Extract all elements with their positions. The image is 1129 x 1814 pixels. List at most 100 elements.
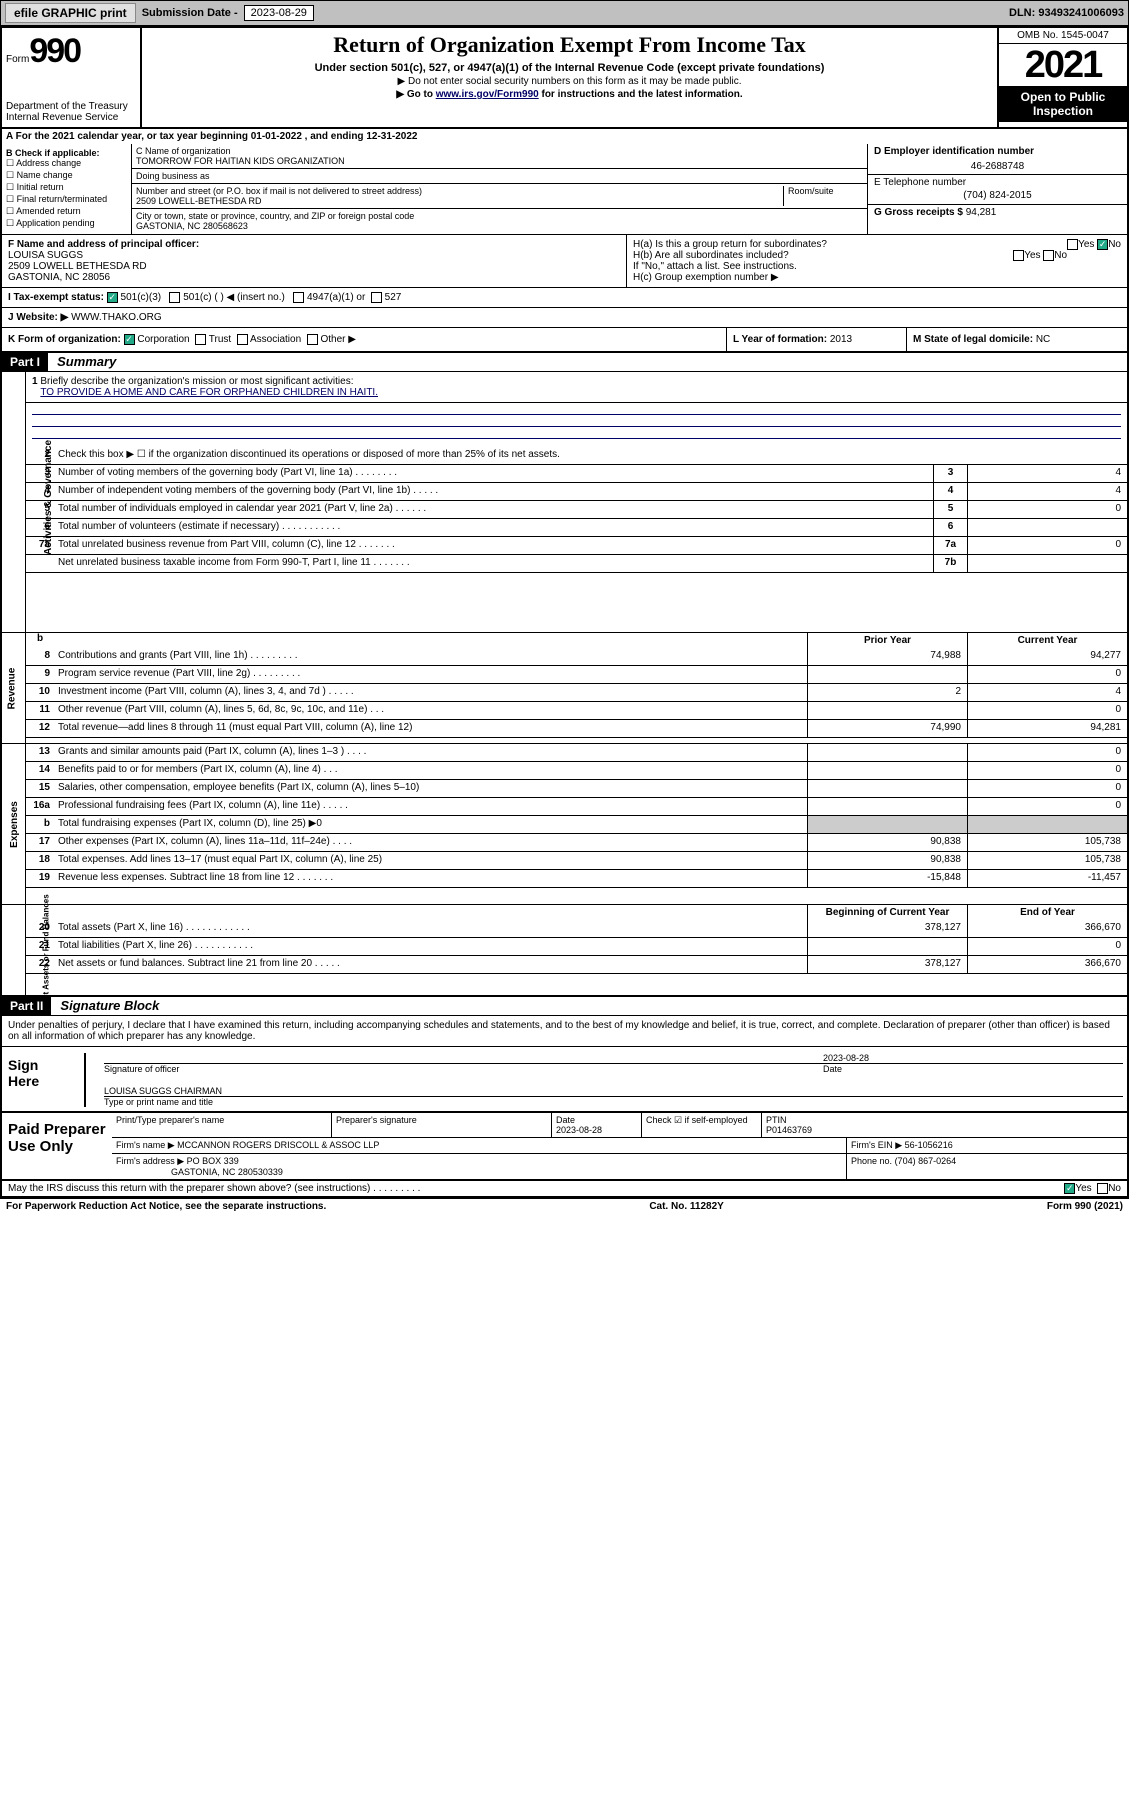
k-label: K Form of organization: xyxy=(8,334,121,345)
cat-no: Cat. No. 11282Y xyxy=(649,1201,723,1212)
dept-treasury: Department of the Treasury xyxy=(6,101,136,112)
k-trust[interactable] xyxy=(195,334,206,345)
k-other[interactable] xyxy=(307,334,318,345)
k-corp[interactable]: ✓ xyxy=(124,334,135,345)
hc-label: H(c) Group exemption number ▶ xyxy=(633,272,1121,283)
hb-yes[interactable] xyxy=(1013,250,1024,261)
year-formation: 2013 xyxy=(830,334,852,345)
top-bar: efile GRAPHIC print Submission Date - 20… xyxy=(0,0,1129,26)
g-label: G Gross receipts $ xyxy=(874,207,963,218)
paid-preparer-label: Paid Preparer Use Only xyxy=(2,1113,112,1179)
ck-amended[interactable]: ☐ Amended return xyxy=(6,206,127,217)
i-501c[interactable] xyxy=(169,292,180,303)
e-label: E Telephone number xyxy=(874,177,1121,188)
efile-print-button[interactable]: efile GRAPHIC print xyxy=(5,3,136,23)
irs-label: Internal Revenue Service xyxy=(6,112,136,123)
vtab-rev: Revenue xyxy=(6,668,17,710)
i-527[interactable] xyxy=(371,292,382,303)
officer-addr1: 2509 LOWELL BETHESDA RD xyxy=(8,261,620,272)
ck-address[interactable]: ☐ Address change xyxy=(6,158,127,169)
date-label: Date xyxy=(823,1064,1123,1074)
ssn-note: ▶ Do not enter social security numbers o… xyxy=(150,76,989,87)
prep-date: 2023-08-28 xyxy=(556,1125,602,1135)
open-public: Open to Public Inspection xyxy=(999,86,1127,122)
dln: DLN: 93493241006093 xyxy=(1009,7,1124,19)
website-value: WWW.THAKO.ORG xyxy=(71,312,162,323)
col-prior: Prior Year xyxy=(807,633,967,648)
firm-ein: 56-1056216 xyxy=(905,1140,953,1150)
ha-no[interactable]: ✓ xyxy=(1097,239,1108,250)
prep-name-label: Print/Type preparer's name xyxy=(112,1113,332,1137)
city-label: City or town, state or province, country… xyxy=(136,211,414,221)
part2-title: Signature Block xyxy=(54,996,165,1015)
ck-pending[interactable]: ☐ Application pending xyxy=(6,218,127,229)
irs-link[interactable]: www.irs.gov/Form990 xyxy=(436,89,539,100)
sig-intro: Under penalties of perjury, I declare th… xyxy=(2,1016,1127,1047)
firm-addr1: PO BOX 339 xyxy=(187,1156,239,1166)
form-frame: Form990 Department of the Treasury Inter… xyxy=(0,26,1129,1198)
vtab-net: Net Assets or Fund Balances xyxy=(41,895,50,1005)
q1: Briefly describe the organization's miss… xyxy=(40,376,353,387)
firm-addr2: GASTONIA, NC 280530339 xyxy=(171,1167,283,1177)
city-value: GASTONIA, NC 280568623 xyxy=(136,221,414,231)
firm-phone: (704) 867-0264 xyxy=(895,1156,957,1166)
sig-date: 2023-08-28 xyxy=(823,1053,1123,1063)
b-label: B Check if applicable: xyxy=(6,148,100,158)
goto-note: ▶ Go to www.irs.gov/Form990 for instruct… xyxy=(150,89,989,100)
part1-tag: Part I xyxy=(2,353,48,371)
vtab-gov: Activities & Governance xyxy=(43,440,54,555)
c-name-label: C Name of organization xyxy=(136,146,863,156)
self-employed: Check ☑ if self-employed xyxy=(642,1113,762,1137)
i-4947[interactable] xyxy=(293,292,304,303)
block-fh: F Name and address of principal officer:… xyxy=(2,235,1127,288)
j-row: J Website: ▶ WWW.THAKO.ORG xyxy=(2,308,1127,328)
hb-no[interactable] xyxy=(1043,250,1054,261)
form-number: 990 xyxy=(29,32,80,70)
col-current: Current Year xyxy=(967,633,1127,648)
pra-notice: For Paperwork Reduction Act Notice, see … xyxy=(6,1201,326,1212)
ck-final[interactable]: ☐ Final return/terminated xyxy=(6,194,127,205)
discuss-no[interactable] xyxy=(1097,1183,1108,1194)
form-label: Form xyxy=(6,54,29,65)
room-label: Room/suite xyxy=(783,186,863,206)
discuss-q: May the IRS discuss this return with the… xyxy=(8,1183,420,1194)
ha-yes[interactable] xyxy=(1067,239,1078,250)
org-name: TOMORROW FOR HAITIAN KIDS ORGANIZATION xyxy=(136,156,863,166)
street-label: Number and street (or P.O. box if mail i… xyxy=(136,186,783,196)
ck-name[interactable]: ☐ Name change xyxy=(6,170,127,181)
firm-name: MCCANNON ROGERS DRISCOLL & ASSOC LLP xyxy=(177,1140,379,1150)
ha-label: H(a) Is this a group return for subordin… xyxy=(633,239,827,250)
block-bcdeg: B Check if applicable: ☐ Address change … xyxy=(2,144,1127,235)
phone-value: (704) 824-2015 xyxy=(874,190,1121,201)
dba-label: Doing business as xyxy=(136,171,210,181)
i-501c3[interactable]: ✓ xyxy=(107,292,118,303)
state-domicile: NC xyxy=(1036,334,1050,345)
form-header: Form990 Department of the Treasury Inter… xyxy=(2,28,1127,129)
k-assoc[interactable] xyxy=(237,334,248,345)
type-print-label: Type or print name and title xyxy=(104,1097,1123,1107)
officer-addr2: GASTONIA, NC 28056 xyxy=(8,272,620,283)
form-subtitle: Under section 501(c), 527, or 4947(a)(1)… xyxy=(150,62,989,74)
discuss-yes[interactable]: ✓ xyxy=(1064,1183,1075,1194)
street-value: 2509 LOWELL-BETHESDA RD xyxy=(136,196,783,206)
submission-date: 2023-08-29 xyxy=(244,5,314,21)
ein-value: 46-2688748 xyxy=(874,161,1121,172)
col-eoy: End of Year xyxy=(967,905,1127,920)
q2: Check this box ▶ ☐ if the organization d… xyxy=(54,447,1127,464)
gross-receipts: 94,281 xyxy=(966,207,997,218)
form-title: Return of Organization Exempt From Incom… xyxy=(150,32,989,58)
mission-text: TO PROVIDE A HOME AND CARE FOR ORPHANED … xyxy=(40,387,378,398)
form-footer: Form 990 (2021) xyxy=(1047,1201,1123,1212)
officer-name-title: LOUISA SUGGS CHAIRMAN xyxy=(104,1086,222,1096)
prep-sig-label: Preparer's signature xyxy=(332,1113,552,1137)
vtab-exp: Expenses xyxy=(8,801,19,848)
sign-here-label: Sign Here xyxy=(2,1047,72,1111)
hb-note: If "No," attach a list. See instructions… xyxy=(633,261,1121,272)
section-a: A For the 2021 calendar year, or tax yea… xyxy=(2,129,1127,144)
ck-initial[interactable]: ☐ Initial return xyxy=(6,182,127,193)
part1-title: Summary xyxy=(51,352,122,371)
omb-number: OMB No. 1545-0047 xyxy=(999,28,1127,44)
hb-label: H(b) Are all subordinates included? xyxy=(633,250,789,261)
submission-label: Submission Date - xyxy=(142,7,238,19)
col-boy: Beginning of Current Year xyxy=(807,905,967,920)
